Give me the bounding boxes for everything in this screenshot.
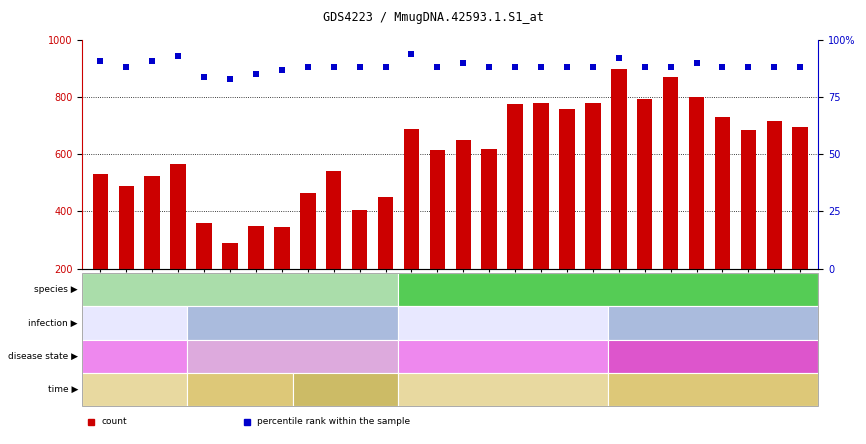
Text: pathogenic SIV: pathogenic SIV <box>679 352 747 361</box>
Bar <box>249 226 264 326</box>
Bar <box>637 99 652 326</box>
Bar <box>456 140 471 326</box>
Point <box>715 64 729 71</box>
Bar <box>326 171 341 326</box>
Text: 14 days after infection: 14 days after infection <box>202 387 278 392</box>
Text: nonpathogenic SIV: nonpathogenic SIV <box>250 352 335 361</box>
Text: disease state ▶: disease state ▶ <box>8 352 78 361</box>
Bar <box>559 109 575 326</box>
Point <box>249 71 263 78</box>
Point <box>663 64 677 71</box>
Bar <box>404 129 419 326</box>
Point <box>793 64 807 71</box>
Bar <box>119 186 134 326</box>
Bar <box>93 174 108 326</box>
Bar <box>585 103 601 326</box>
Point <box>301 64 314 71</box>
Text: healthy control: healthy control <box>100 352 169 361</box>
Bar <box>533 103 549 326</box>
Point <box>404 50 418 57</box>
Text: time ▶: time ▶ <box>48 385 78 394</box>
Bar <box>352 210 367 326</box>
Bar <box>197 223 212 326</box>
Text: infection ▶: infection ▶ <box>29 318 78 328</box>
Text: N/A: N/A <box>495 385 511 394</box>
Point <box>94 57 107 64</box>
Point <box>741 64 755 71</box>
Point <box>197 73 211 80</box>
Point <box>508 64 522 71</box>
Text: uninfected: uninfected <box>111 318 159 328</box>
Bar <box>611 68 627 326</box>
Bar <box>766 121 782 326</box>
Text: Rhesus macaques (M. mulatta): Rhesus macaques (M. mulatta) <box>538 285 678 294</box>
Bar <box>223 243 238 326</box>
Text: species ▶: species ▶ <box>35 285 78 294</box>
Text: GDS4223 / MmugDNA.42593.1.S1_at: GDS4223 / MmugDNA.42593.1.S1_at <box>322 11 544 24</box>
Text: percentile rank within the sample: percentile rank within the sample <box>257 417 410 426</box>
Point <box>120 64 133 71</box>
Text: Sooty manabeys (C. atys): Sooty manabeys (C. atys) <box>182 285 298 294</box>
Point <box>275 66 288 73</box>
Bar <box>481 149 497 326</box>
Point <box>456 59 470 67</box>
Point <box>637 64 651 71</box>
Text: uninfected: uninfected <box>479 318 527 328</box>
Point <box>326 64 340 71</box>
Point <box>689 59 703 67</box>
Bar <box>662 77 678 326</box>
Bar <box>792 127 808 326</box>
Point <box>223 75 237 83</box>
Text: SIVmac239: SIVmac239 <box>688 318 739 328</box>
Point <box>586 64 600 71</box>
Bar <box>171 164 186 326</box>
Point <box>171 52 185 59</box>
Bar <box>145 176 160 326</box>
Point <box>482 64 496 71</box>
Bar <box>740 130 756 326</box>
Point <box>430 64 444 71</box>
Text: 14 days after infection: 14 days after infection <box>662 385 765 394</box>
Bar <box>430 150 445 326</box>
Bar <box>688 97 704 326</box>
Point <box>612 55 626 62</box>
Text: N/A: N/A <box>127 385 143 394</box>
Bar <box>378 197 393 326</box>
Text: healthy control: healthy control <box>469 352 537 361</box>
Point <box>378 64 392 71</box>
Bar <box>714 117 730 326</box>
Bar <box>507 104 523 326</box>
Bar <box>300 193 315 326</box>
Point <box>560 64 574 71</box>
Point <box>534 64 548 71</box>
Bar <box>274 227 289 326</box>
Text: SIVsmm: SIVsmm <box>275 318 311 328</box>
Point <box>767 64 781 71</box>
Text: count: count <box>101 417 127 426</box>
Text: 30 days after infection: 30 days after infection <box>307 387 384 392</box>
Point <box>352 64 366 71</box>
Point <box>145 57 159 64</box>
